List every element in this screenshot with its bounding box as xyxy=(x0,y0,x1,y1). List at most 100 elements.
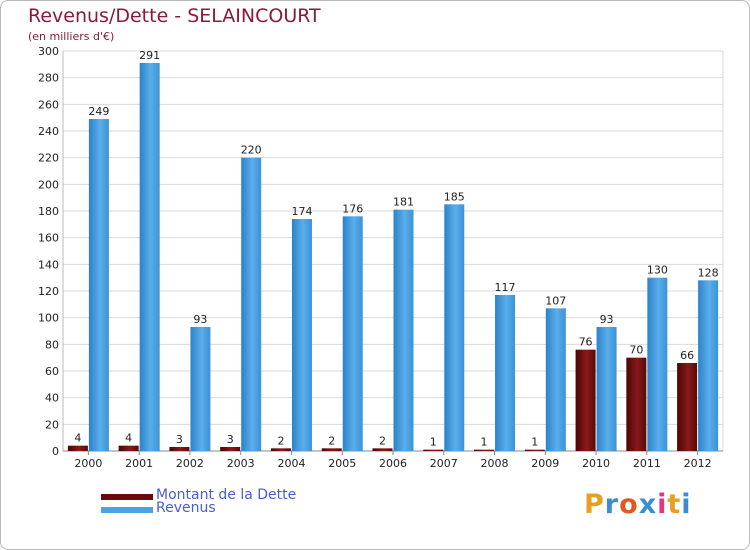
data-label-debt: 3 xyxy=(176,433,183,446)
data-label-debt: 70 xyxy=(629,344,643,357)
data-label-debt: 1 xyxy=(481,436,488,449)
data-label-revenue: 93 xyxy=(600,313,614,326)
bar-revenue xyxy=(545,308,566,451)
bar-debt xyxy=(626,357,647,451)
bar-revenue xyxy=(596,327,617,451)
y-tick-label: 200 xyxy=(38,178,59,191)
data-label-debt: 3 xyxy=(227,433,234,446)
bar-revenue xyxy=(241,157,262,451)
x-tick-label: 2007 xyxy=(430,457,458,470)
y-tick-label: 240 xyxy=(38,125,59,138)
bar-debt xyxy=(118,445,139,451)
bar-debt xyxy=(423,449,444,451)
data-label-revenue: 117 xyxy=(495,281,516,294)
y-tick-label: 260 xyxy=(38,98,59,111)
x-tick-label: 2000 xyxy=(74,457,102,470)
chart-title: Revenus/Dette - SELAINCOURT xyxy=(28,5,321,27)
bar-revenue xyxy=(190,327,211,451)
y-tick-label: 60 xyxy=(45,365,59,378)
logo-letter: i xyxy=(681,489,692,520)
legend-swatch-debt xyxy=(101,494,153,500)
data-label-revenue: 220 xyxy=(241,144,262,157)
bar-revenue xyxy=(88,119,109,451)
chart-subtitle: (en milliers d'€) xyxy=(28,30,115,43)
bar-revenue xyxy=(139,63,160,451)
data-label-debt: 2 xyxy=(379,434,386,447)
y-tick-label: 20 xyxy=(45,418,59,431)
logo-letter: o xyxy=(619,489,639,520)
data-label-revenue: 176 xyxy=(342,202,363,215)
bar-debt xyxy=(372,448,393,451)
bar-debt xyxy=(67,445,88,451)
x-tick-label: 2001 xyxy=(125,457,153,470)
y-tick-label: 0 xyxy=(52,445,59,458)
logo-letter: t xyxy=(667,489,682,520)
bar-debt xyxy=(220,447,241,451)
legend-label-debt: Montant de la Dette xyxy=(156,487,297,503)
x-tick-label: 2009 xyxy=(531,457,559,470)
bar-debt xyxy=(524,449,545,451)
y-tick-label: 120 xyxy=(38,285,59,298)
y-tick-label: 280 xyxy=(38,72,59,85)
data-label-debt: 66 xyxy=(680,349,694,362)
logo-letter: i xyxy=(657,489,668,520)
data-label-debt: 2 xyxy=(277,434,284,447)
y-tick-label: 140 xyxy=(38,258,59,271)
bar-revenue xyxy=(342,216,363,451)
y-tick-label: 80 xyxy=(45,338,59,351)
data-label-revenue: 291 xyxy=(139,49,160,62)
data-label-debt: 1 xyxy=(531,436,538,449)
y-tick-label: 40 xyxy=(45,392,59,405)
bar-revenue xyxy=(291,219,312,451)
bar-debt xyxy=(270,448,291,451)
data-label-revenue: 93 xyxy=(193,313,207,326)
data-label-revenue: 130 xyxy=(647,264,668,277)
proxiti-logo: Proxiti xyxy=(584,489,692,520)
data-label-revenue: 128 xyxy=(698,266,719,279)
y-tick-label: 220 xyxy=(38,152,59,165)
data-label-revenue: 185 xyxy=(444,190,465,203)
x-tick-label: 2004 xyxy=(277,457,305,470)
data-label-debt: 1 xyxy=(430,436,437,449)
y-tick-label: 100 xyxy=(38,312,59,325)
data-label-debt: 76 xyxy=(579,336,593,349)
bars xyxy=(67,63,719,451)
data-label-revenue: 249 xyxy=(88,105,109,118)
x-tick-label: 2011 xyxy=(633,457,661,470)
x-tick-label: 2002 xyxy=(176,457,204,470)
bar-revenue xyxy=(495,295,516,451)
y-tick-label: 300 xyxy=(38,45,59,58)
legend-label-revenue: Revenus xyxy=(156,500,216,516)
data-label-revenue: 174 xyxy=(291,205,312,218)
x-tick-label: 2008 xyxy=(481,457,509,470)
bar-revenue xyxy=(393,209,414,451)
y-tick-label: 180 xyxy=(38,205,59,218)
x-tick-label: 2010 xyxy=(582,457,610,470)
x-tick-label: 2005 xyxy=(328,457,356,470)
bar-debt xyxy=(321,448,342,451)
data-label-debt: 4 xyxy=(125,432,132,445)
x-tick-label: 2003 xyxy=(227,457,255,470)
data-labels: 4 249 4 291 3 93 3 220 2 174 2 176 2 181 1 185 1 117 1 107 7… xyxy=(74,49,718,449)
bar-revenue xyxy=(647,277,668,451)
data-label-revenue: 107 xyxy=(545,294,566,307)
logo-letter: r xyxy=(604,489,620,520)
bar-debt xyxy=(677,363,698,451)
x-tick-label: 2006 xyxy=(379,457,407,470)
gridlines xyxy=(63,50,724,452)
y-tick-label: 160 xyxy=(38,232,59,245)
data-label-debt: 2 xyxy=(328,434,335,447)
data-label-revenue: 181 xyxy=(393,196,414,209)
bar-revenue xyxy=(698,280,719,451)
bar-debt xyxy=(169,447,190,451)
bar-debt xyxy=(474,449,495,451)
legend-swatch-revenue xyxy=(101,507,153,513)
data-label-debt: 4 xyxy=(74,432,81,445)
logo-letter: P xyxy=(584,489,605,520)
x-tick-label: 2012 xyxy=(684,457,712,470)
bar-revenue xyxy=(444,204,465,451)
logo-letter: x xyxy=(638,489,658,520)
bar-debt xyxy=(575,349,596,451)
